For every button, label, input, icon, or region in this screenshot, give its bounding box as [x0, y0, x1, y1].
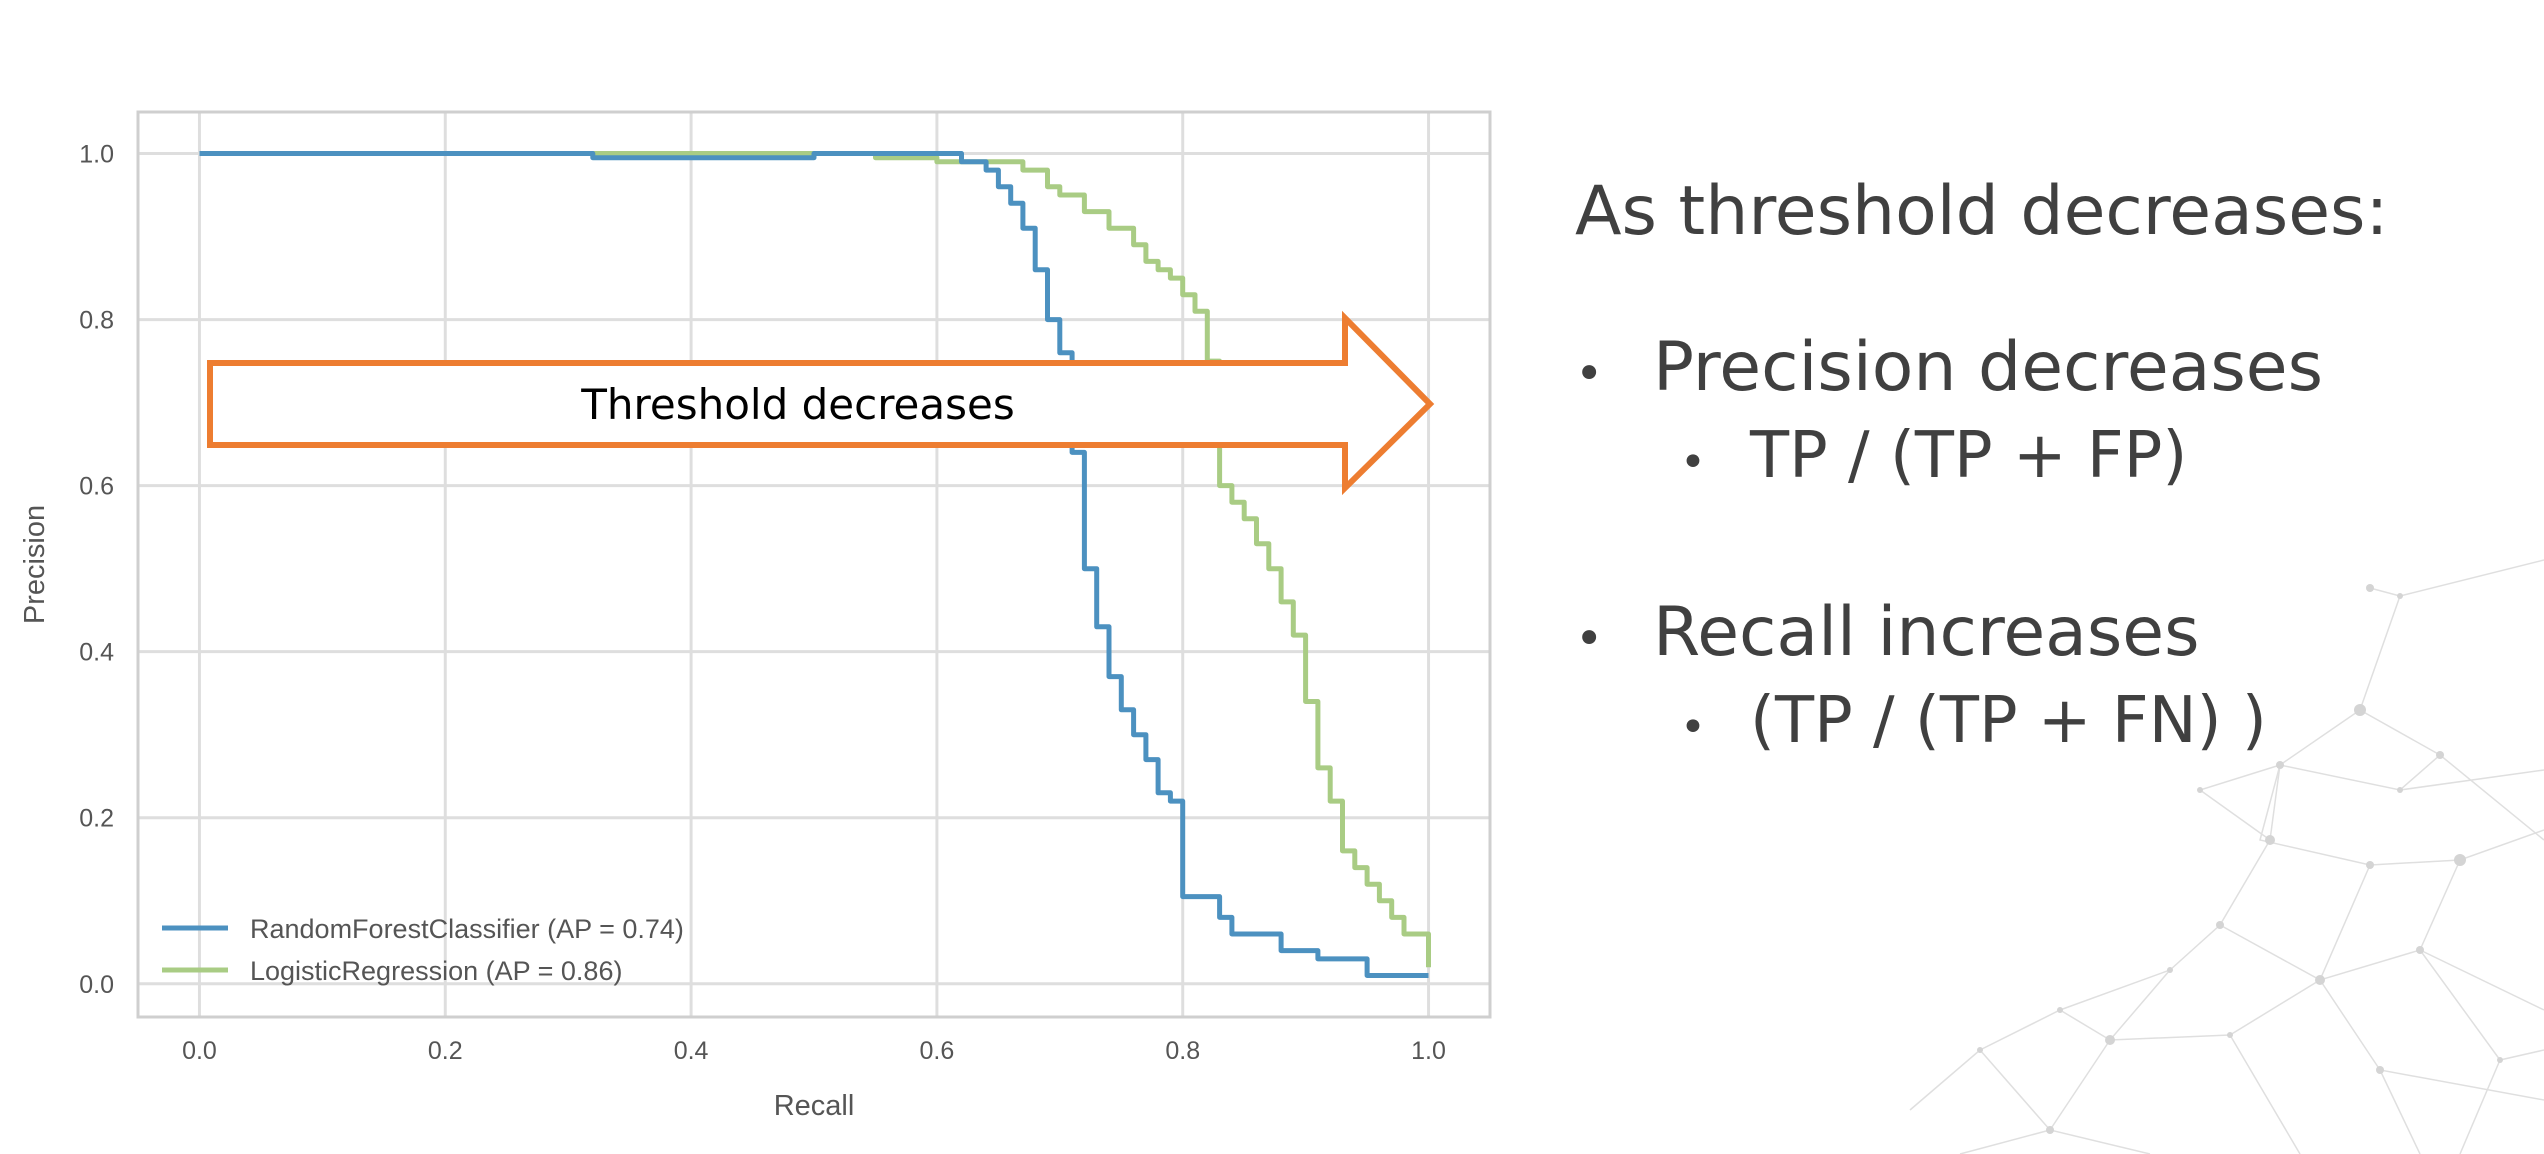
legend-label-1: LogisticRegression (AP = 0.86): [250, 956, 622, 986]
sub-bullet-marker: •: [1680, 702, 1706, 753]
chart-grid: [138, 112, 1490, 1017]
precision-recall-chart: 0.0 0.2 0.4 0.6 0.8 1.0 0.0 0.2 0.4 0.6 0.8 1.0 Rec…: [19, 110, 1492, 1122]
y-tick-label: 0.4: [79, 639, 114, 667]
chart-ticks: 0.0 0.2 0.4 0.6 0.8 1.0 0.0 0.2 0.4 0.6 0.8 1.0: [79, 141, 1446, 1065]
bullet-group-recall: • Recall increases • (TP / (TP + FN) ): [1575, 591, 2515, 768]
network-decoration: [1909, 559, 2544, 1154]
explanation-panel: As threshold decreases: • Precision decr…: [1575, 170, 2515, 856]
y-axis-label: Precision: [19, 505, 51, 624]
threshold-arrow-label: Threshold decreases: [580, 380, 1014, 429]
x-tick-label: 0.2: [428, 1037, 463, 1065]
bullet-marker: •: [1575, 611, 1604, 667]
legend-label-0: RandomForestClassifier (AP = 0.74): [250, 914, 684, 944]
panel-heading: As threshold decreases:: [1575, 172, 2389, 251]
bullet-precision-label: Precision decreases: [1653, 328, 2324, 407]
series-line-0: [199, 151, 1429, 978]
y-tick-label: 1.0: [79, 141, 114, 169]
y-tick-label: 0.6: [79, 473, 114, 501]
sub-bullet-precision-formula: • TP / (TP + FP): [1680, 416, 2515, 503]
plot-frame: [136, 110, 1492, 1019]
y-tick-label: 0.0: [79, 971, 114, 999]
series-line-1: [199, 151, 1431, 968]
chart-series: [199, 151, 1431, 978]
bullet-group-precision: • Precision decreases • TP / (TP + FP): [1575, 326, 2515, 503]
bullet-marker: •: [1575, 346, 1604, 402]
sub-bullet-recall-formula: • (TP / (TP + FN) ): [1680, 681, 2515, 768]
x-tick-label: 0.4: [674, 1037, 709, 1065]
y-tick-label: 0.2: [79, 805, 114, 833]
x-tick-label: 0.0: [182, 1037, 217, 1065]
chart-legend: RandomForestClassifier (AP = 0.74) Logist…: [162, 914, 684, 986]
y-tick-label: 0.8: [79, 307, 114, 335]
threshold-arrow-annotation: Threshold decreases: [207, 310, 1435, 496]
threshold-arrow: [207, 310, 1435, 496]
recall-formula: (TP / (TP + FN) ): [1750, 684, 2267, 758]
x-tick-label: 1.0: [1411, 1037, 1446, 1065]
x-tick-label: 0.8: [1165, 1037, 1200, 1065]
x-tick-label: 0.6: [920, 1037, 955, 1065]
sub-bullet-marker: •: [1680, 437, 1706, 488]
bullet-precision: • Precision decreases: [1575, 326, 2515, 416]
x-axis-label: Recall: [774, 1090, 855, 1122]
bullet-recall-label: Recall increases: [1653, 593, 2200, 672]
bullet-recall: • Recall increases: [1575, 591, 2515, 681]
precision-formula: TP / (TP + FP): [1750, 419, 2188, 493]
